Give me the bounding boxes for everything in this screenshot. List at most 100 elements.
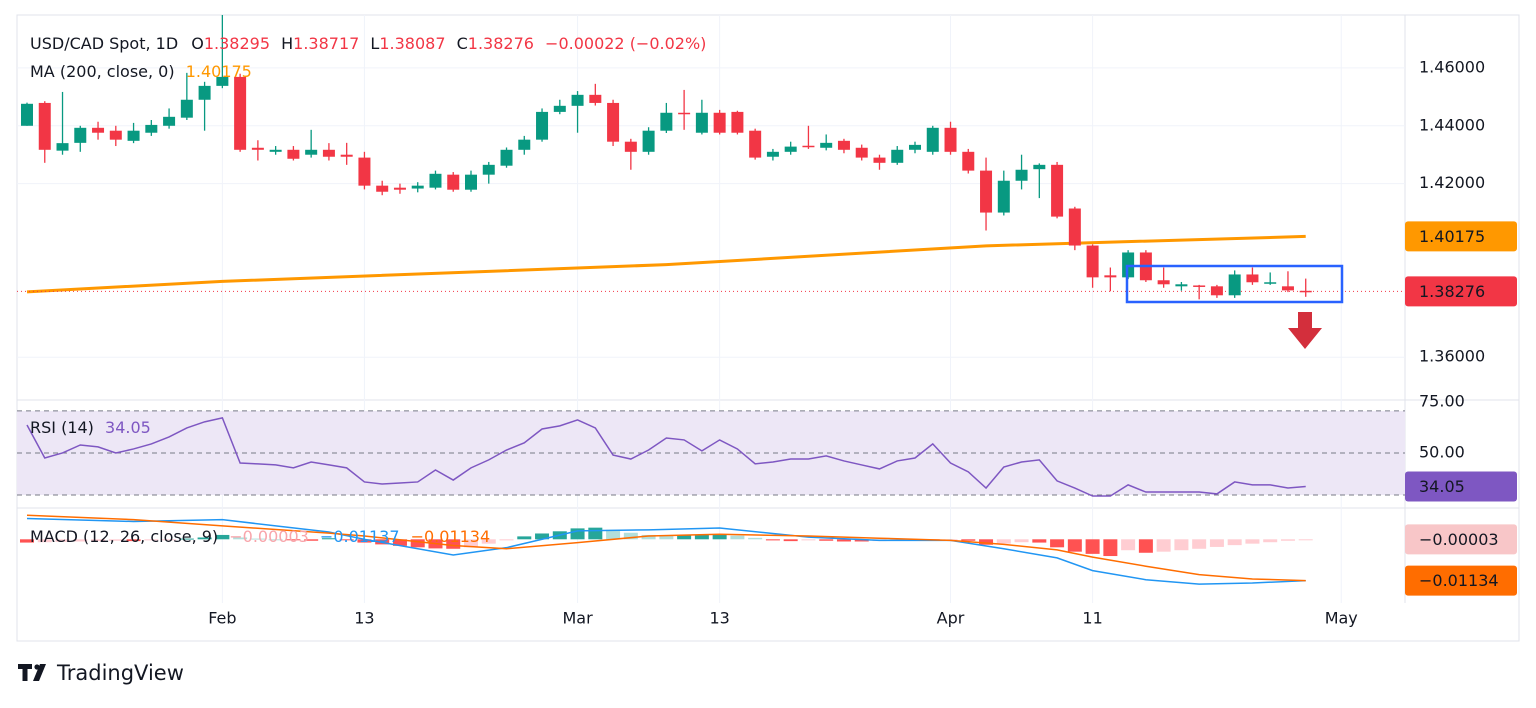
rsi-line (26, 416, 1306, 497)
y-tick-label: 1.46000 (1419, 57, 1485, 76)
histogram-bar (464, 539, 478, 548)
candle-body (678, 112, 691, 115)
rsi-tag-bg (1405, 471, 1517, 502)
rsi-name: RSI (14) (30, 418, 94, 437)
candle-body (695, 112, 708, 133)
price-tag-bg (1405, 276, 1517, 307)
histogram-bar (250, 538, 265, 540)
histogram-bar (144, 539, 159, 541)
histogram-bar (535, 533, 550, 540)
candle-body (607, 102, 620, 142)
histogram-bar (659, 535, 674, 540)
candle-body (305, 149, 318, 155)
candle-body (322, 149, 335, 157)
y-tick-label: 1.36000 (1419, 347, 1485, 366)
open-value: 1.38295 (204, 34, 270, 53)
x-tick-label: Feb (208, 609, 236, 628)
candle-body (802, 145, 815, 148)
candle-body (980, 170, 993, 213)
histogram-bar (979, 539, 994, 545)
candle-body (1051, 164, 1064, 217)
ohlc-label: L (370, 34, 379, 53)
close-value: 1.38276 (468, 34, 534, 53)
ma-value: 1.40175 (186, 62, 252, 81)
candle-body (642, 130, 655, 152)
macd-header: MACD (12, 26, close, 9) −0.00003 −0.0113… (30, 527, 490, 546)
histogram-bar (694, 534, 709, 540)
candle-body (1228, 274, 1241, 296)
histogram-bar (748, 537, 763, 540)
ma-line (26, 234, 1306, 294)
ma-header: MA (200, close, 0) 1.40175 (30, 62, 252, 81)
y-tick-label: 50.00 (1419, 442, 1465, 461)
candle-body (820, 142, 833, 148)
histogram-bar (606, 529, 621, 540)
histogram-bar (712, 534, 727, 540)
histogram-bar (481, 539, 496, 544)
histogram-bar (268, 539, 283, 541)
histogram-bar (819, 539, 834, 541)
histogram-bar (730, 535, 745, 540)
candle-body (287, 149, 300, 159)
histogram-bar (499, 539, 514, 541)
histogram-bar (1067, 539, 1082, 552)
price-header: USD/CAD Spot, 1D O1.38295 H1.38717 L1.38… (30, 34, 706, 53)
ohlc-label: O (191, 34, 204, 53)
candle-body (447, 174, 460, 190)
candle-body (127, 130, 140, 141)
price-tag: 1.38276 (1419, 282, 1485, 301)
x-tick-label: May (1325, 609, 1358, 628)
logo-mark (18, 664, 32, 681)
x-tick-label: Apr (937, 609, 965, 628)
candle-body (38, 102, 51, 150)
candle-body (944, 127, 957, 152)
candle-body (1104, 275, 1117, 278)
logo: TradingView (18, 661, 184, 685)
ohlc-label: C (457, 34, 468, 53)
symbol: USD/CAD Spot, 1D (30, 34, 178, 53)
candle-body (429, 173, 442, 188)
candle-body (571, 94, 584, 106)
candle-body (1210, 286, 1223, 296)
histogram-bar (1280, 539, 1295, 541)
histogram-bar (1227, 539, 1242, 546)
hist-tag: −0.00003 (1419, 530, 1499, 549)
histogram-bar (1032, 539, 1047, 543)
candle-body (784, 146, 797, 152)
candle-body (660, 112, 673, 131)
histogram-bar (854, 539, 869, 542)
ohlc-label: H (281, 34, 293, 53)
candle-body (749, 130, 762, 158)
hist-value: −0.00003 (229, 527, 309, 546)
candle-body (198, 85, 211, 100)
histogram-bar (233, 537, 248, 540)
candle-body (74, 127, 87, 143)
ma-tag-bg (1405, 221, 1517, 252)
macd-name: MACD (12, 26, close, 9) (30, 527, 218, 546)
histogram-bar (126, 539, 141, 542)
down-arrow (1288, 312, 1322, 349)
candle-body (500, 149, 513, 166)
candle-body (340, 154, 353, 157)
x-tick-label: Mar (562, 609, 593, 628)
histogram-bar (996, 539, 1011, 544)
histogram-bar (197, 537, 212, 540)
candle-body (180, 99, 193, 118)
candle-body (269, 149, 282, 152)
histogram-bar (37, 539, 52, 543)
candle-body (92, 127, 105, 133)
histogram-bar (623, 532, 638, 540)
candle-body (1264, 282, 1277, 284)
candle-body (909, 144, 921, 150)
change: −0.00022 (−0.02%) (545, 34, 706, 53)
histogram-bar (836, 539, 851, 542)
histogram-bar (1174, 539, 1189, 551)
candle-body (1157, 280, 1170, 285)
histogram-bar (339, 539, 354, 541)
macd-value: −0.01137 (320, 527, 400, 546)
histogram-bar (321, 538, 336, 540)
histogram-bar (1014, 539, 1029, 543)
histogram-bar (286, 539, 301, 541)
histogram-bar (588, 527, 603, 540)
